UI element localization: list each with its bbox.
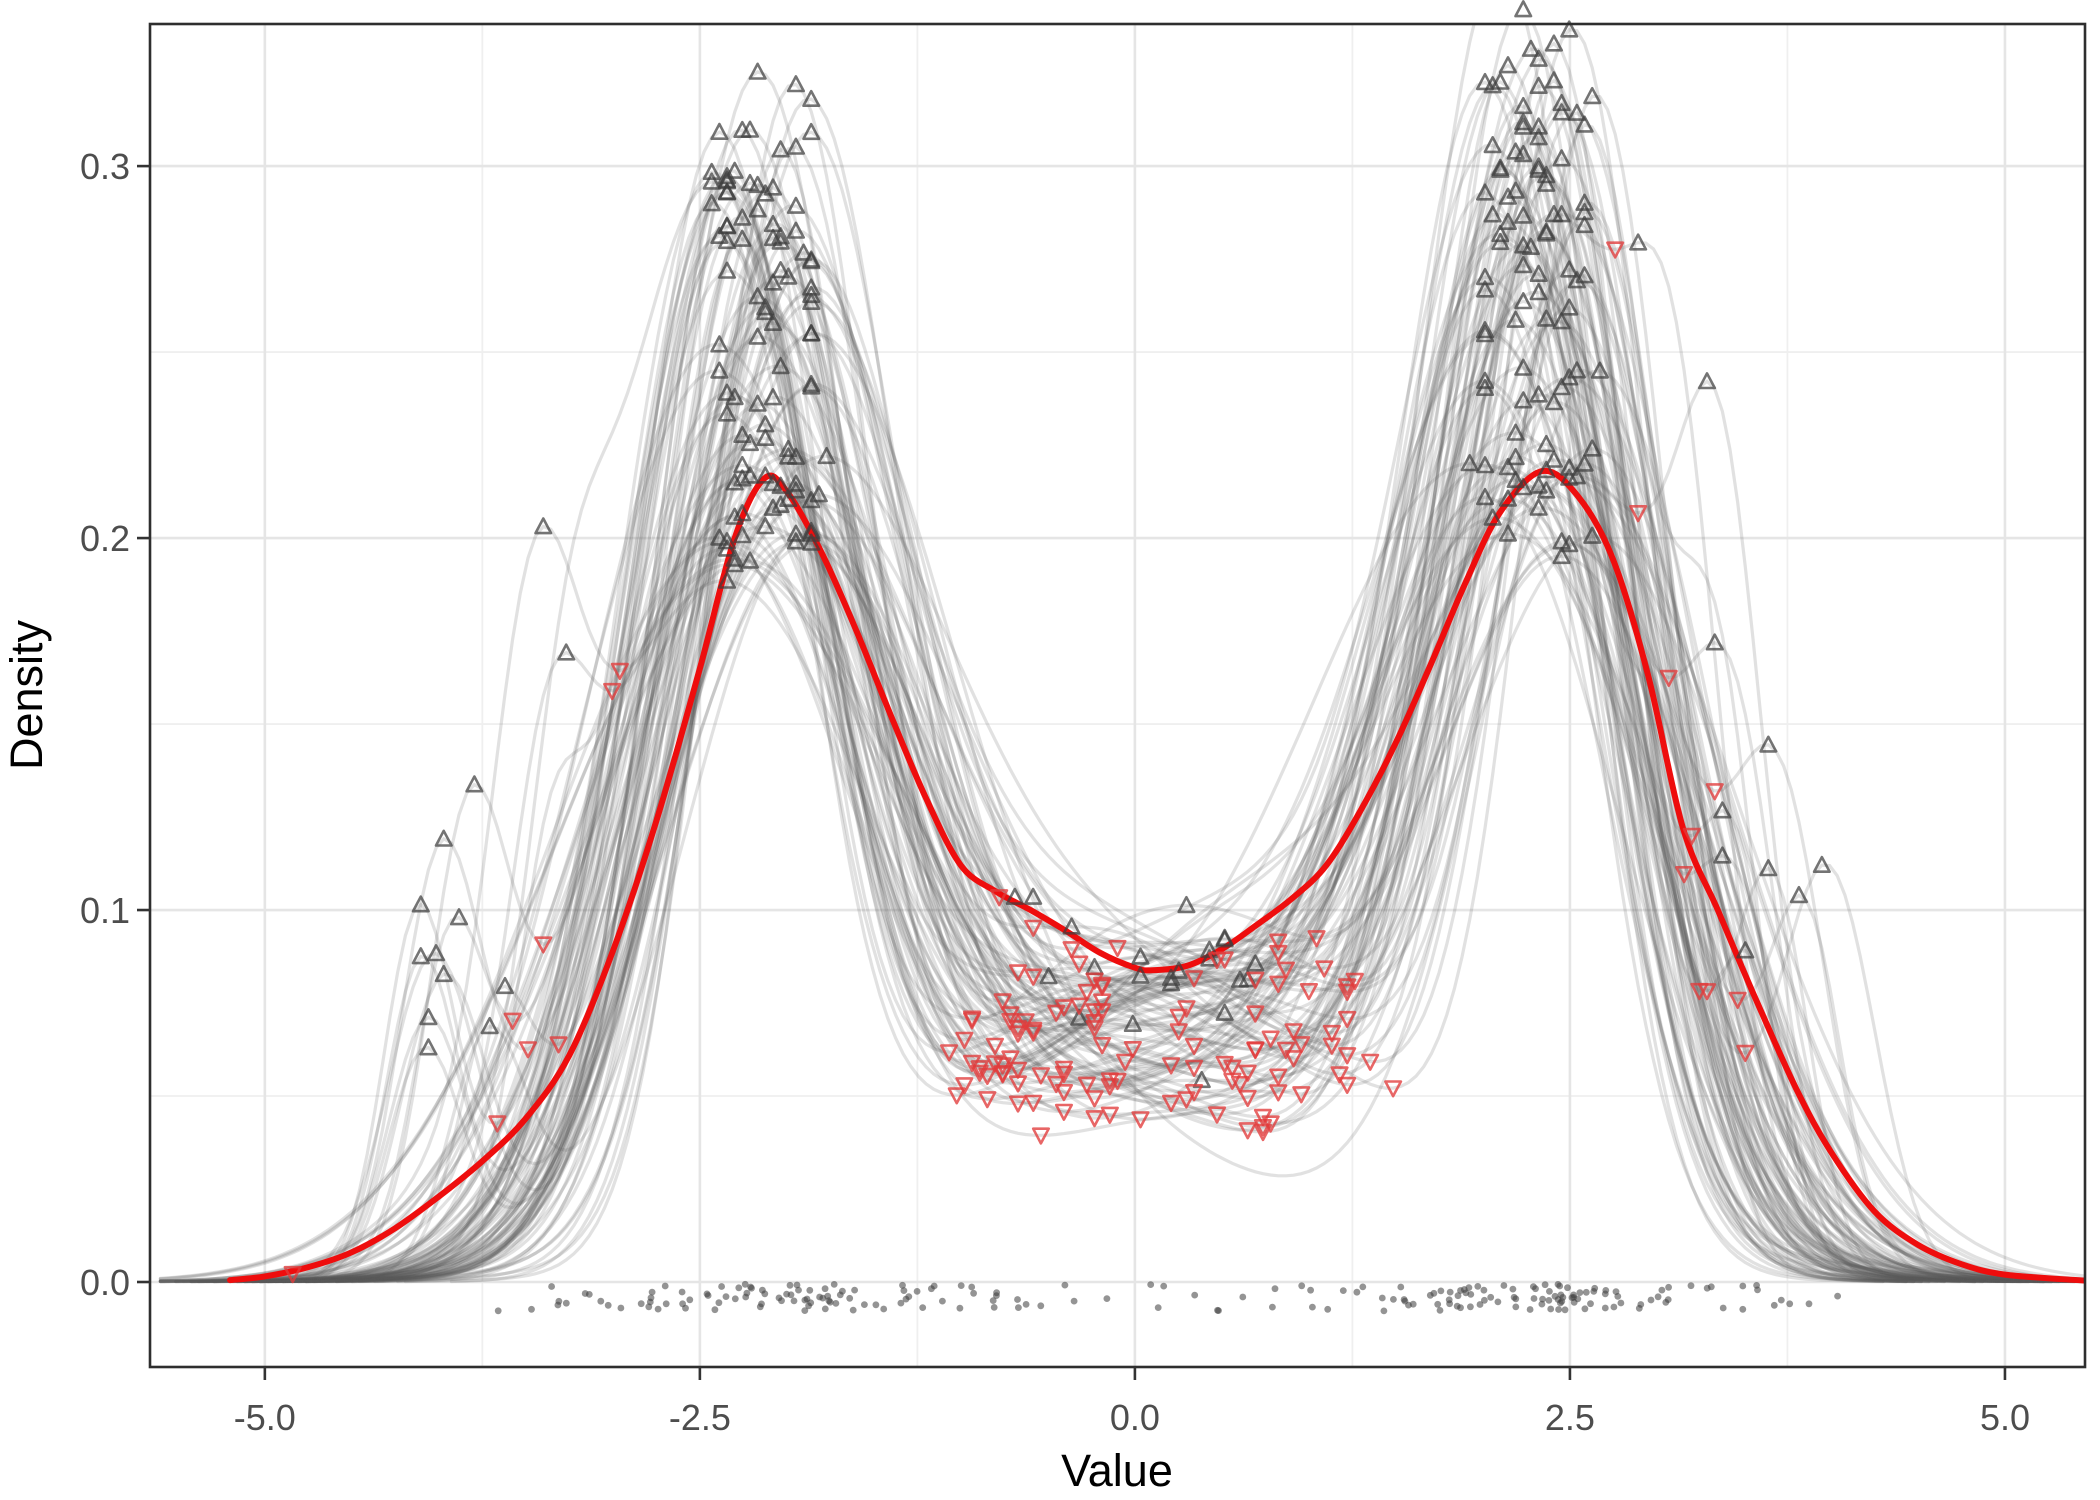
x-tick-label-0: -5.0 xyxy=(234,1397,296,1438)
panel-border xyxy=(148,22,2087,1369)
axis-ticks xyxy=(137,164,2007,1380)
y-axis-tick-labels: 0.0 0.1 0.2 0.3 xyxy=(80,146,130,1303)
x-axis-tick-labels: -5.0 -2.5 0.0 2.5 5.0 xyxy=(234,1397,2030,1438)
x-tick-label-2: 0.0 xyxy=(1110,1397,1160,1438)
x-tick-label-4: 5.0 xyxy=(1980,1397,2030,1438)
grid-minor xyxy=(150,24,2085,1367)
plot-graphics: -5.0 -2.5 0.0 2.5 5.0 0.0 0.1 0.2 0.3 xyxy=(80,0,2087,1438)
x-axis-title: Value xyxy=(1061,1445,1173,1496)
y-tick-label-3: 0.3 xyxy=(80,146,130,187)
x-tick-label-1: -2.5 xyxy=(669,1397,731,1438)
grid-major xyxy=(150,24,2085,1367)
valley-markers xyxy=(283,241,1755,1284)
y-tick-label-0: 0.0 xyxy=(80,1262,130,1303)
x-tick-label-3: 2.5 xyxy=(1545,1397,1595,1438)
y-axis-title: Density xyxy=(1,619,52,770)
panel-background xyxy=(150,24,2085,1367)
bootstrap-curves xyxy=(158,24,2085,1284)
rug-points xyxy=(494,1280,1841,1315)
y-tick-label-2: 0.2 xyxy=(80,518,130,559)
mean-density-curve xyxy=(227,467,2085,1284)
peak-markers xyxy=(411,0,1831,1089)
y-tick-label-1: 0.1 xyxy=(80,890,130,931)
